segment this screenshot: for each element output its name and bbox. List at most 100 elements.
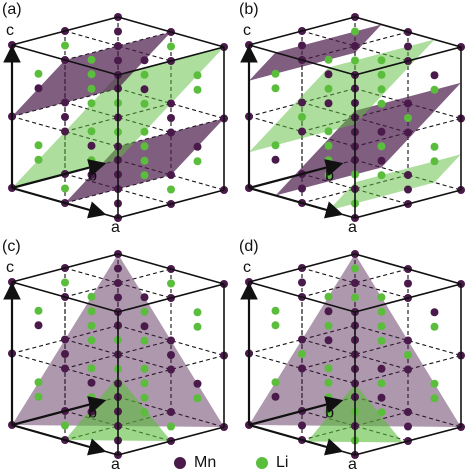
atom	[298, 364, 306, 373]
atom	[140, 364, 149, 373]
atom	[271, 141, 280, 150]
hidden-edge	[117, 87, 225, 120]
axis-label: b	[325, 404, 334, 421]
atom	[87, 70, 96, 79]
atom	[114, 42, 122, 50]
atom	[271, 392, 280, 401]
atom	[324, 127, 333, 136]
atom	[193, 85, 202, 94]
atom	[377, 393, 386, 402]
cube-edge	[11, 281, 119, 313]
atom	[298, 41, 306, 50]
axis-label: a	[348, 219, 357, 236]
panel-label: (c)	[2, 238, 21, 255]
axis-arrow	[248, 423, 344, 456]
legend-label: Li	[276, 454, 288, 471]
atom	[298, 184, 306, 193]
lattice-plane	[249, 24, 382, 81]
atom	[377, 364, 386, 373]
atom	[87, 393, 96, 402]
hidden-edge	[301, 268, 409, 298]
atom	[271, 306, 280, 315]
atom	[34, 155, 43, 164]
atom	[167, 185, 175, 194]
atom	[377, 322, 386, 331]
atom	[114, 293, 122, 302]
atom	[298, 350, 306, 358]
hidden-edge	[64, 173, 172, 205]
atom	[351, 27, 359, 36]
cube-edge	[11, 44, 119, 76]
atom	[324, 99, 333, 108]
atom	[377, 70, 386, 79]
axis-arrow	[11, 186, 107, 219]
atom	[167, 365, 175, 374]
atom	[324, 364, 333, 373]
atom	[193, 157, 202, 166]
hidden-edge	[64, 267, 172, 299]
atom	[351, 56, 359, 65]
atom	[404, 279, 412, 288]
atom	[377, 99, 386, 108]
atom	[34, 378, 43, 387]
lattice-plane	[328, 154, 461, 211]
atom	[324, 393, 333, 402]
atom	[87, 127, 96, 136]
atom	[324, 336, 333, 345]
atom	[87, 99, 96, 108]
panel: c b a (d)	[239, 238, 465, 473]
atom	[377, 156, 386, 165]
axis-arrow	[11, 423, 107, 456]
atom	[298, 335, 306, 344]
axis-label: c	[243, 259, 251, 276]
atom	[167, 114, 175, 122]
axis-arrow	[248, 396, 344, 427]
atom	[167, 422, 175, 431]
hidden-edge	[64, 30, 172, 62]
axis-label: a	[111, 219, 120, 236]
atom	[34, 141, 43, 150]
axis-label: c	[6, 259, 14, 276]
cube-edge	[354, 189, 462, 219]
atom	[114, 27, 122, 36]
atom	[61, 335, 69, 344]
hidden-edge	[117, 396, 225, 428]
atom	[430, 379, 439, 388]
atom	[167, 128, 175, 137]
atom	[404, 128, 412, 137]
atom	[404, 351, 412, 359]
cube-edge	[117, 189, 225, 219]
atom	[193, 322, 202, 331]
axis-label: b	[325, 167, 334, 184]
atom	[404, 422, 412, 431]
atom	[87, 141, 96, 150]
axis-label: a	[348, 456, 357, 473]
cube-edge	[117, 253, 225, 285]
atom	[87, 378, 96, 387]
hidden-edge	[117, 117, 225, 148]
atom	[140, 56, 149, 65]
hidden-edge	[248, 324, 356, 355]
atom	[140, 156, 149, 165]
panel: c b a (c)	[2, 238, 228, 473]
hidden-edge	[248, 352, 356, 385]
cube-edge	[117, 283, 225, 313]
atom	[140, 322, 149, 331]
atom	[167, 279, 175, 288]
atom	[140, 142, 149, 151]
hidden-edge	[354, 159, 462, 191]
atom	[298, 113, 306, 121]
axis-label: b	[88, 404, 97, 421]
atom	[404, 42, 412, 51]
atom	[61, 41, 69, 50]
atom	[167, 171, 175, 179]
atom	[430, 85, 439, 94]
atom	[351, 293, 359, 302]
cube-edge	[354, 46, 462, 76]
atom	[430, 322, 439, 331]
cube-edge	[11, 16, 119, 46]
cube-edge	[248, 253, 356, 283]
atom	[351, 42, 359, 50]
panel-label: (d)	[239, 238, 259, 255]
hidden-edge	[117, 324, 225, 357]
